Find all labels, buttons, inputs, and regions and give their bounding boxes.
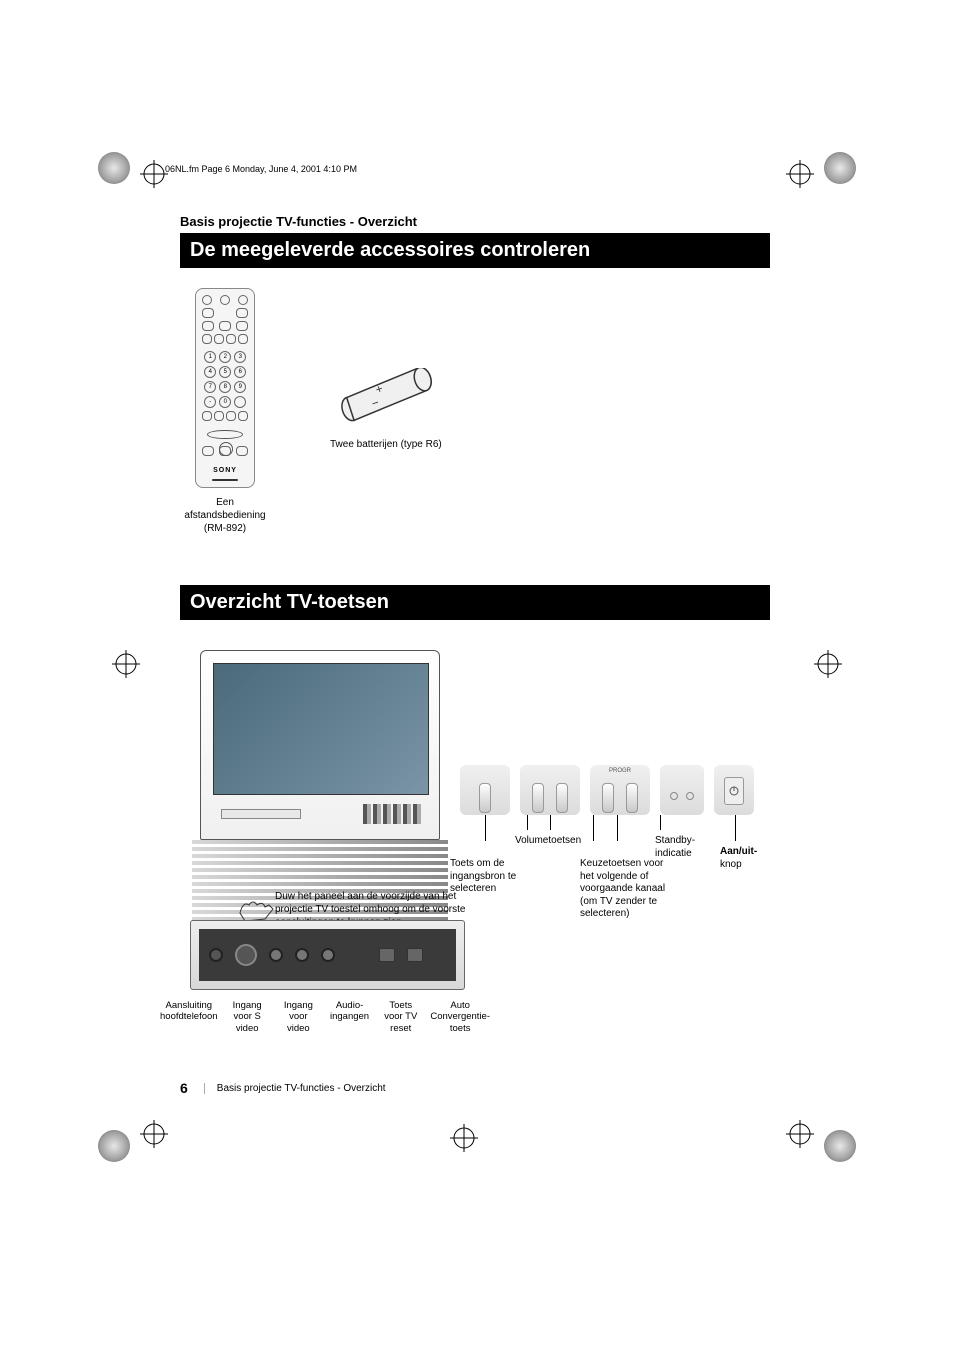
tv-body	[200, 650, 440, 840]
audio-l-jack-icon	[295, 948, 309, 962]
label-standby: Standby-indicatie	[655, 835, 715, 860]
tv-front-panel	[213, 799, 429, 829]
registration-mark	[450, 1124, 478, 1152]
registration-mark	[786, 1120, 814, 1148]
label-power-1: Aan/uit-	[720, 846, 757, 857]
standby-led-icon	[670, 792, 678, 800]
tv-screen	[213, 663, 429, 795]
label-power-2: knop	[720, 859, 742, 870]
registration-mark	[786, 160, 814, 188]
page-footer: 6 Basis projectie TV-functies - Overzich…	[180, 1080, 386, 1096]
progr-down-button	[602, 783, 614, 813]
volume-up-button	[556, 783, 568, 813]
label-convergence: Auto Convergentie-toets	[430, 1000, 490, 1034]
remote-figure: 123 456 789 -0 SONY Een afstandsbedienin…	[180, 288, 270, 535]
remote-caption-2: (RM-892)	[180, 522, 270, 535]
registration-mark	[112, 650, 140, 678]
remote-illustration: 123 456 789 -0 SONY	[195, 288, 255, 488]
convergence-button-icon	[407, 948, 423, 962]
svideo-jack-icon	[235, 944, 257, 966]
label-volume: Volumetoetsen	[515, 835, 581, 848]
page-header-metadata: 06NL.fm Page 6 Monday, June 4, 2001 4:10…	[165, 164, 770, 174]
registration-mark	[140, 1120, 168, 1148]
label-svideo: Ingang voor S video	[226, 1000, 269, 1034]
video-jack-icon	[269, 948, 283, 962]
remote-caption-1: Een afstandsbediening	[180, 496, 270, 522]
batteries-figure: + − Twee batterijen (type R6)	[330, 368, 450, 535]
remote-brand: SONY	[213, 467, 237, 474]
label-video: Ingang voor video	[277, 1000, 320, 1034]
section-label: Basis projectie TV-functies - Overzicht	[180, 214, 770, 229]
heading-accessories: De meegeleverde accessoires controleren	[180, 233, 770, 268]
label-audio: Audio-ingangen	[328, 1000, 371, 1034]
tv-diagram: Duw het paneel aan de voorzijde van het …	[180, 650, 760, 1070]
crop-dot	[98, 1130, 130, 1162]
heading-tv-buttons: Overzicht TV-toetsen	[180, 585, 770, 620]
crop-dot	[824, 152, 856, 184]
crop-dot	[98, 152, 130, 184]
label-headphone: Aansluiting hoofdtelefoon	[160, 1000, 218, 1034]
timer-led-icon	[686, 792, 694, 800]
tv-reset-button-icon	[379, 948, 395, 962]
headphone-jack-icon	[209, 948, 223, 962]
page-number: 6	[180, 1080, 188, 1096]
control-panel-zoom: PROGR	[460, 765, 760, 820]
crop-dot	[824, 1130, 856, 1162]
label-source-select: Toets om de ingangsbron te selecteren	[450, 858, 540, 896]
label-reset: Toets voor TV reset	[379, 1000, 422, 1034]
batteries-caption: Twee batterijen (type R6)	[330, 438, 450, 451]
volume-down-button	[532, 783, 544, 813]
source-button	[479, 783, 491, 813]
registration-mark	[140, 160, 168, 188]
footer-text: Basis projectie TV-functies - Overzicht	[204, 1083, 386, 1094]
progr-tiny-label: PROGR	[590, 768, 650, 774]
audio-r-jack-icon	[321, 948, 335, 962]
progr-up-button	[626, 783, 638, 813]
battery-icon: + −	[330, 368, 450, 423]
label-progr: Keuzetoetsen voor het volgende of voorga…	[580, 858, 670, 921]
registration-mark	[814, 650, 842, 678]
front-connector-panel	[190, 920, 465, 990]
power-button	[724, 777, 744, 805]
